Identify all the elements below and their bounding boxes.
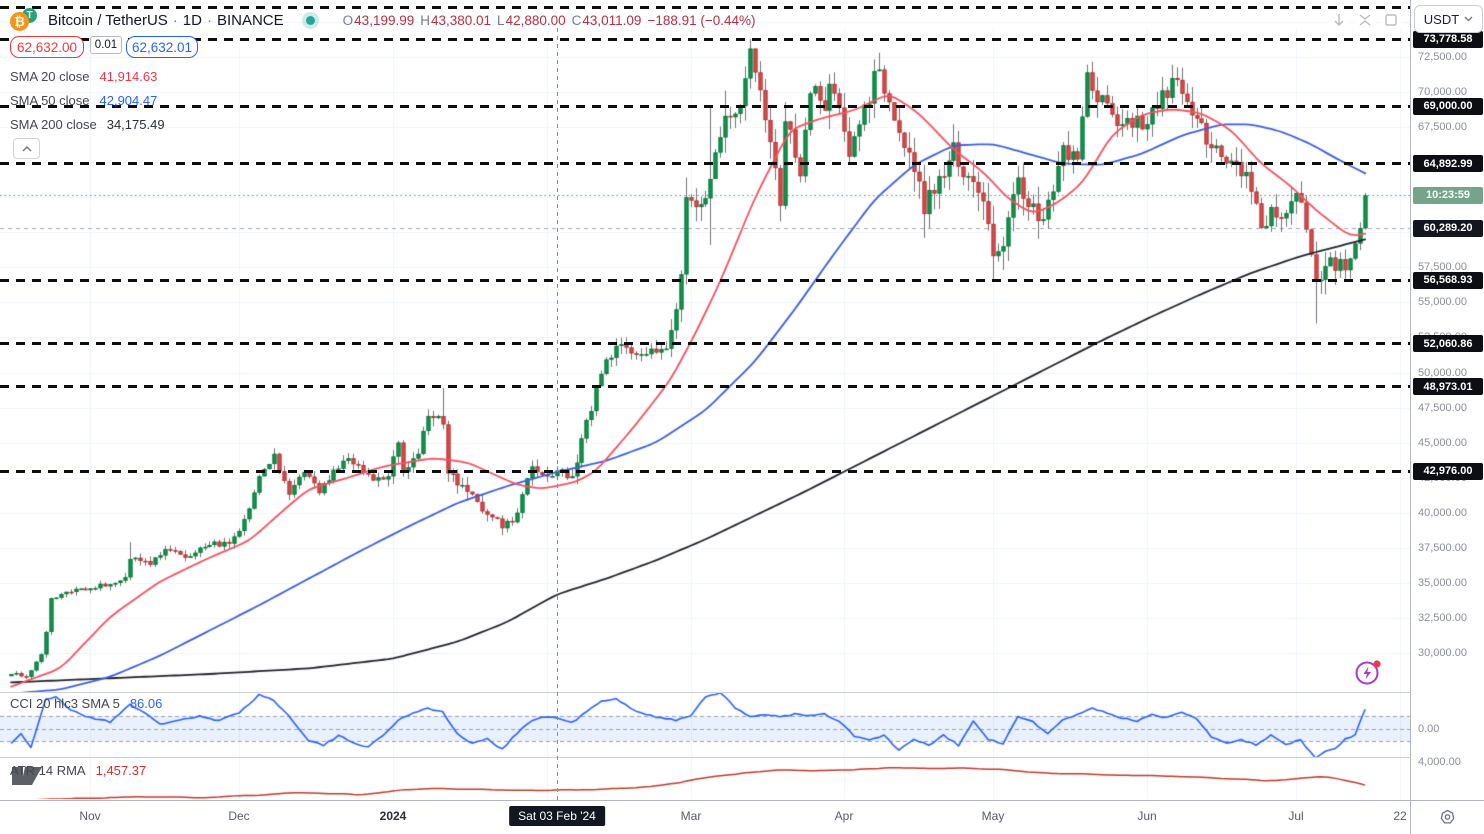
time-axis-label: Mar	[680, 809, 702, 823]
legend-cci[interactable]: CCI 20 hlc3 SMA 5 86.06	[10, 696, 163, 711]
pane-collapse-button[interactable]	[1354, 9, 1376, 31]
crosshair-date-chip: Sat 03 Feb '24	[509, 806, 605, 826]
market-status-dot-icon[interactable]	[305, 15, 315, 25]
price-level-line[interactable]	[0, 469, 1410, 473]
time-axis-label: 22	[1393, 809, 1407, 823]
indicator-legends: SMA 20 close 41,914.63 SMA 50 close 42,9…	[10, 64, 165, 136]
spread-value: 0.01	[90, 36, 122, 54]
time-axis-label: 2024	[379, 809, 407, 823]
chevron-up-icon	[21, 145, 32, 152]
price-tick-label: 32,500.00	[1418, 611, 1467, 624]
price-tick-label: 50,000.00	[1418, 366, 1467, 379]
price-tick-label: 55,000.00	[1418, 296, 1467, 309]
time-axis-label: Jun	[1137, 809, 1157, 823]
order-panel: 62,632.00 0.01 62,632.01	[10, 36, 198, 58]
price-level-line[interactable]	[0, 278, 1410, 282]
change-value: −188.91 (−0.44%)	[647, 12, 756, 28]
price-level-label: 64,892.99	[1413, 155, 1483, 173]
price-tick-label: 57,500.00	[1418, 261, 1467, 274]
pane-separator[interactable]	[0, 692, 1410, 693]
legend-sma-20[interactable]: SMA 20 close 41,914.63	[10, 68, 158, 84]
legend-sma-50[interactable]: SMA 50 close 42,904.47	[10, 92, 158, 108]
sell-button[interactable]: 62,632.00	[10, 36, 84, 58]
interval-label: 1D	[182, 11, 202, 29]
maximize-icon	[1385, 14, 1397, 26]
collapse-icon	[1359, 14, 1371, 26]
current-price-label: 60,289.20	[1413, 219, 1483, 237]
pane-move-down-button[interactable]	[1328, 9, 1350, 31]
chart-canvas[interactable]	[0, 0, 1410, 800]
legend-sma-200[interactable]: SMA 200 close 34,175.49	[10, 116, 165, 132]
price-tick-label: 4,000.00	[1418, 755, 1461, 768]
price-tick-label: 70,000.00	[1418, 86, 1467, 99]
price-level-label: 73,778.58	[1413, 30, 1483, 48]
time-axis[interactable]: Sat 03 Feb '24 Nov Dec 2024 Mar Apr May Jun Jul…	[0, 800, 1484, 834]
price-level-label: 52,060.86	[1413, 335, 1483, 353]
low-value: 42,880.00	[505, 12, 566, 28]
price-tick-label: 72,500.00	[1418, 51, 1467, 63]
currency-selector[interactable]: USDT	[1414, 5, 1483, 33]
price-tick-label: 0.00	[1418, 722, 1440, 735]
price-level-line[interactable]	[0, 6, 1410, 10]
price-level-label: 48,973.01	[1413, 378, 1483, 396]
realtime-data-button[interactable]	[1352, 656, 1384, 688]
legend-atr[interactable]: ATR 14 RMA 1,457.37	[10, 763, 147, 778]
price-tick-label: 35,000.00	[1418, 576, 1467, 589]
time-axis-label: May	[981, 809, 1005, 823]
price-level-line[interactable]	[0, 385, 1410, 389]
bitcoin-logo-icon: ₿	[10, 12, 29, 31]
ohlc-values: O43,199.99 H43,380.01 L42,880.00 C43,011…	[342, 12, 756, 28]
axis-settings-corner[interactable]	[1410, 800, 1484, 834]
chevron-down-icon	[1464, 16, 1473, 22]
price-level-label: 69,000.00	[1413, 97, 1483, 115]
price-level-label: 56,568.93	[1413, 271, 1483, 289]
arrow-down-icon	[1334, 14, 1344, 26]
time-axis-label: Apr	[834, 809, 854, 823]
pane-maximize-button[interactable]	[1380, 9, 1402, 31]
price-tick-label: 37,500.00	[1418, 541, 1467, 554]
open-value: 43,199.99	[354, 12, 415, 28]
price-level-label: 42,976.00	[1413, 462, 1483, 480]
price-level-line[interactable]	[0, 342, 1410, 346]
price-tick-label: 30,000.00	[1418, 646, 1467, 659]
price-tick-label: 67,500.00	[1418, 121, 1467, 134]
price-level-line[interactable]	[0, 162, 1410, 166]
pane-separator[interactable]	[0, 757, 1410, 758]
close-value: 43,011.09	[582, 12, 642, 28]
high-value: 43,380.01	[430, 12, 492, 28]
time-axis-label: Dec	[228, 809, 250, 823]
price-axis[interactable]: USDT 72,500.0070,000.0067,500.0065,000.0…	[1410, 0, 1484, 800]
time-axis-label: Nov	[79, 809, 101, 823]
time-axis-label: Jul	[1288, 809, 1304, 823]
tradingview-watermark-icon	[12, 767, 42, 785]
symbol-header[interactable]: T ₿ Bitcoin / TetherUS · 1D · BINANCE O43,19…	[10, 7, 756, 33]
bar-countdown-label: 10:23:59	[1413, 186, 1483, 204]
price-level-line[interactable]	[0, 104, 1410, 108]
pair-logo: T ₿	[10, 8, 40, 32]
exchange-label: BINANCE	[216, 11, 284, 29]
lightning-icon	[1355, 660, 1381, 685]
price-tick-label: 40,000.00	[1418, 506, 1467, 519]
symbol-title[interactable]: Bitcoin / TetherUS · 1D · BINANCE	[48, 11, 284, 29]
price-tick-label: 47,500.00	[1418, 401, 1467, 414]
collapse-legends-button[interactable]	[13, 138, 40, 159]
price-level-line[interactable]	[0, 37, 1410, 41]
price-tick-label: 45,000.00	[1418, 436, 1467, 449]
gear-icon	[1440, 809, 1455, 824]
crosshair-vertical-line	[557, 28, 558, 800]
buy-button[interactable]: 62,632.01	[126, 36, 198, 58]
